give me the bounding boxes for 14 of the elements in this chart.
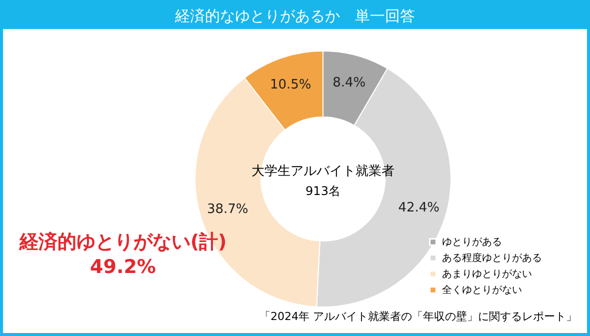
data-label: 10.5% <box>270 77 312 92</box>
text: 経済的ゆとりがない(計) <box>18 231 227 253</box>
legend-label: 全くゆとりがない <box>442 284 522 296</box>
legend-label: あまりゆとりがない <box>442 269 532 280</box>
legend-label: ある程度ゆとりがある <box>442 252 542 264</box>
data-label: 38.7% <box>206 202 248 218</box>
text: 913名 <box>306 184 340 198</box>
text: 49.2% <box>90 256 156 278</box>
text: 「2024年 アルバイト就業者の「年収の壁」に関するレポート」 <box>260 310 577 323</box>
data-label: 8.4% <box>332 75 366 90</box>
data-label: 42.4% <box>398 200 440 216</box>
chart-title: 経済的なゆとりがあるか 単一回答 <box>3 3 587 29</box>
legend-label: ゆとりがある <box>442 237 502 248</box>
text: 大学生アルバイト就業者 <box>252 164 394 179</box>
